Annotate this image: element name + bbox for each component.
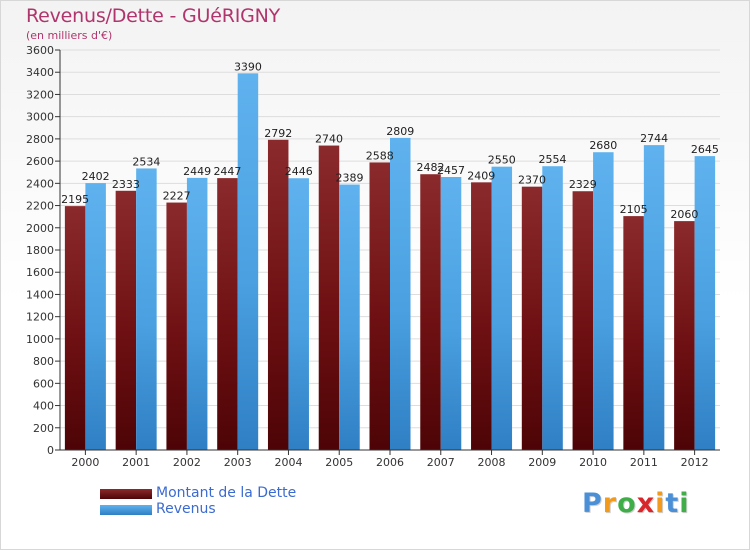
data-label: 2792 [264, 127, 292, 140]
x-tick-label: 2009 [528, 456, 556, 469]
data-label: 3390 [234, 60, 262, 73]
logo-letter: i [679, 488, 690, 519]
y-tick-label: 2600 [26, 155, 54, 168]
y-tick-label: 3400 [26, 66, 54, 79]
data-label: 2447 [213, 165, 241, 178]
y-tick-label: 600 [33, 377, 54, 390]
data-label: 2329 [569, 178, 597, 191]
data-label: 2370 [518, 174, 546, 187]
logo-letter: x [636, 488, 656, 519]
x-tick-label: 2001 [122, 456, 150, 469]
bar-revenus [390, 137, 411, 450]
bar-revenus [288, 178, 309, 450]
legend-swatch-dette [100, 489, 152, 499]
bar-revenus [491, 166, 513, 450]
data-label: 2060 [670, 208, 698, 221]
y-tick-label: 2200 [26, 200, 54, 213]
x-tick-label: 2007 [427, 456, 455, 469]
y-tick-label: 1200 [26, 311, 54, 324]
bar-dette [166, 202, 187, 450]
data-label: 2389 [335, 172, 363, 185]
y-tick-label: 1400 [26, 288, 54, 301]
x-tick-label: 2002 [173, 456, 201, 469]
data-label: 2534 [132, 155, 160, 168]
y-tick-label: 800 [33, 355, 54, 368]
bar-dette [674, 221, 695, 450]
data-label: 2227 [163, 190, 191, 203]
data-label: 2449 [183, 165, 211, 178]
bar-revenus [694, 156, 716, 450]
x-tick-label: 2000 [71, 456, 99, 469]
data-label: 2744 [640, 132, 668, 145]
legend-label-revenus: Revenus [156, 501, 216, 517]
x-tick-label: 2012 [681, 456, 709, 469]
bar-dette [521, 186, 543, 450]
bar-dette [572, 191, 594, 450]
logo-letter: r [602, 488, 618, 519]
data-label: 2195 [61, 193, 89, 206]
proxiti-logo[interactable]: Proxiti [582, 488, 690, 519]
data-label: 2457 [437, 164, 465, 177]
data-label: 2482 [417, 161, 445, 174]
bar-revenus [593, 152, 614, 450]
logo-letter: o [617, 488, 637, 519]
y-tick-label: 1600 [26, 266, 54, 279]
bar-dette [369, 162, 390, 450]
data-label: 2402 [82, 170, 110, 183]
y-tick-label: 2400 [26, 177, 54, 190]
x-tick-label: 2011 [630, 456, 658, 469]
bar-dette [420, 174, 441, 450]
bar-dette [267, 139, 289, 450]
bar-revenus [136, 168, 157, 450]
data-label: 2740 [315, 133, 343, 146]
data-label: 2409 [467, 169, 495, 182]
bar-revenus [643, 145, 665, 450]
data-label: 2333 [112, 178, 140, 191]
bar-revenus [237, 73, 259, 450]
bar-dette [471, 182, 492, 451]
logo-letter: P [582, 488, 603, 519]
data-label: 2809 [386, 125, 414, 138]
bar-revenus [85, 183, 106, 450]
y-tick-label: 200 [33, 422, 54, 435]
data-label: 2554 [539, 153, 567, 166]
legend-swatch-revenus [100, 505, 152, 515]
y-tick-label: 3200 [26, 88, 54, 101]
bar-revenus [440, 177, 462, 450]
x-tick-label: 2005 [325, 456, 353, 469]
logo-letter: t [665, 488, 680, 519]
bar-dette [115, 190, 137, 450]
y-tick-label: 2800 [26, 133, 54, 146]
logo-letter: i [655, 488, 666, 519]
bar-revenus [186, 177, 208, 450]
x-tick-label: 2003 [224, 456, 252, 469]
bar-revenus [339, 184, 360, 451]
x-tick-label: 2004 [274, 456, 302, 469]
legend-label-dette: Montant de la Dette [156, 485, 297, 501]
data-label: 2680 [589, 139, 617, 152]
y-tick-label: 1000 [26, 333, 54, 346]
data-label: 2105 [620, 203, 648, 216]
x-tick-label: 2010 [579, 456, 607, 469]
data-label: 2550 [488, 154, 516, 167]
chart-title: Revenus/Dette - GUéRIGNY [26, 5, 281, 27]
y-tick-label: 0 [47, 444, 54, 457]
y-tick-label: 1800 [26, 244, 54, 257]
bar-revenus [542, 166, 563, 450]
y-tick-label: 3000 [26, 111, 54, 124]
data-label: 2645 [691, 143, 719, 156]
bar-dette [318, 145, 340, 451]
y-tick-label: 2000 [26, 222, 54, 235]
y-tick-label: 400 [33, 400, 54, 413]
bar-dette [217, 178, 238, 450]
bar-dette [623, 216, 644, 450]
data-label: 2588 [366, 149, 394, 162]
x-tick-label: 2006 [376, 456, 404, 469]
bar-dette [64, 206, 86, 450]
x-tick-label: 2008 [478, 456, 506, 469]
y-tick-label: 3600 [26, 44, 54, 57]
data-label: 2446 [285, 165, 313, 178]
chart-subtitle: (en milliers d'€) [26, 29, 113, 42]
